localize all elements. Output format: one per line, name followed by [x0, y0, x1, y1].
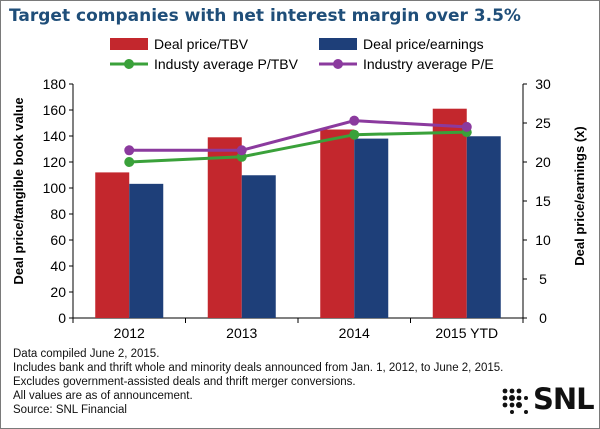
chart-title: Target companies with net interest margi… [9, 6, 521, 26]
y-left-tick-label: 0 [58, 310, 66, 326]
bar-deal-price-earnings [241, 175, 276, 318]
y-left-tick-label: 100 [43, 180, 67, 196]
footnote-scope: Includes bank and thrift whole and minor… [13, 362, 504, 374]
industry-avg-ptbv-line [129, 130, 467, 164]
bar-deal-price-tbv [432, 108, 467, 318]
industry-avg-pe-point [124, 145, 135, 156]
footnote-source: Source: SNL Financial [13, 404, 127, 416]
legend-industry-avg-pe-marker [333, 59, 343, 69]
x-tick-label: 2012 [114, 325, 145, 341]
y-right-tick-label: 15 [535, 193, 551, 209]
y-right-tick-label: 20 [535, 154, 551, 170]
industry-avg-ptbv-point [124, 157, 135, 167]
footnote-exclusions: Excludes government-assisted deals and t… [13, 376, 356, 388]
industry-avg-pe-point [236, 145, 247, 156]
bar-deal-price-tbv [320, 129, 355, 318]
y-right-axis-title: Deal price/earnings (x) [572, 126, 587, 265]
bar-deal-price-tbv [95, 172, 130, 318]
legend-deal-price-tbv-label: Deal price/TBV [154, 36, 249, 52]
footnote-date: Data compiled June 2, 2015. [13, 348, 160, 360]
bar-deal-price-earnings [129, 183, 164, 318]
x-tick-label: 2014 [339, 325, 370, 341]
legend-industry-avg-ptbv-label: Industy average P/TBV [154, 56, 299, 72]
x-tick-label: 2013 [226, 325, 257, 341]
logo-dots-icon [502, 388, 528, 414]
y-left-tick-label: 20 [50, 284, 66, 300]
y-left-tick-label: 60 [50, 232, 66, 248]
footnotes: Data compiled June 2, 2015. Includes ban… [13, 347, 503, 417]
snl-logo: SNL [501, 382, 596, 422]
legend-deal-price-earnings-label: Deal price/earnings [363, 36, 484, 52]
footnote-values: All values are as of announcement. [13, 390, 193, 402]
y-right-tick-label: 5 [539, 271, 547, 287]
chart-svg: 0 20 40 60 80 100 120 140 160 180 0 5 10 15 20 25 30 2012… [11, 36, 587, 341]
legend-industry-avg-ptbv-marker [124, 59, 134, 69]
industry-avg-pe-point [461, 121, 472, 132]
legend-deal-price-tbv-swatch [110, 38, 148, 50]
bar-deal-price-tbv [207, 137, 242, 318]
y-left-tick-label: 40 [50, 258, 66, 274]
legend-industry-avg-pe-label: Industry average P/E [363, 56, 494, 72]
y-right-tick-label: 25 [535, 115, 551, 131]
industry-avg-pe-line [129, 119, 467, 152]
bar-deal-price-earnings [354, 138, 389, 318]
bar-deal-price-earnings [466, 136, 501, 318]
logo-wordmark: SNL [533, 382, 595, 416]
y-left-tick-label: 140 [43, 128, 67, 144]
y-left-tick-label: 120 [43, 154, 67, 170]
industry-avg-pe-point [349, 115, 360, 126]
y-left-axis-title: Deal price/tangible book value [11, 97, 26, 284]
industry-avg-ptbv-point [349, 129, 360, 140]
y-left-tick-label: 180 [43, 76, 67, 92]
y-left-tick-label: 80 [50, 206, 66, 222]
y-right-tick-label: 30 [535, 76, 551, 92]
y-right-tick-label: 10 [535, 232, 551, 248]
x-tick-label: 2015 YTD [435, 325, 498, 341]
legend-deal-price-earnings-swatch [319, 38, 357, 50]
y-left-tick-label: 160 [43, 102, 67, 118]
y-right-tick-label: 0 [539, 310, 547, 326]
